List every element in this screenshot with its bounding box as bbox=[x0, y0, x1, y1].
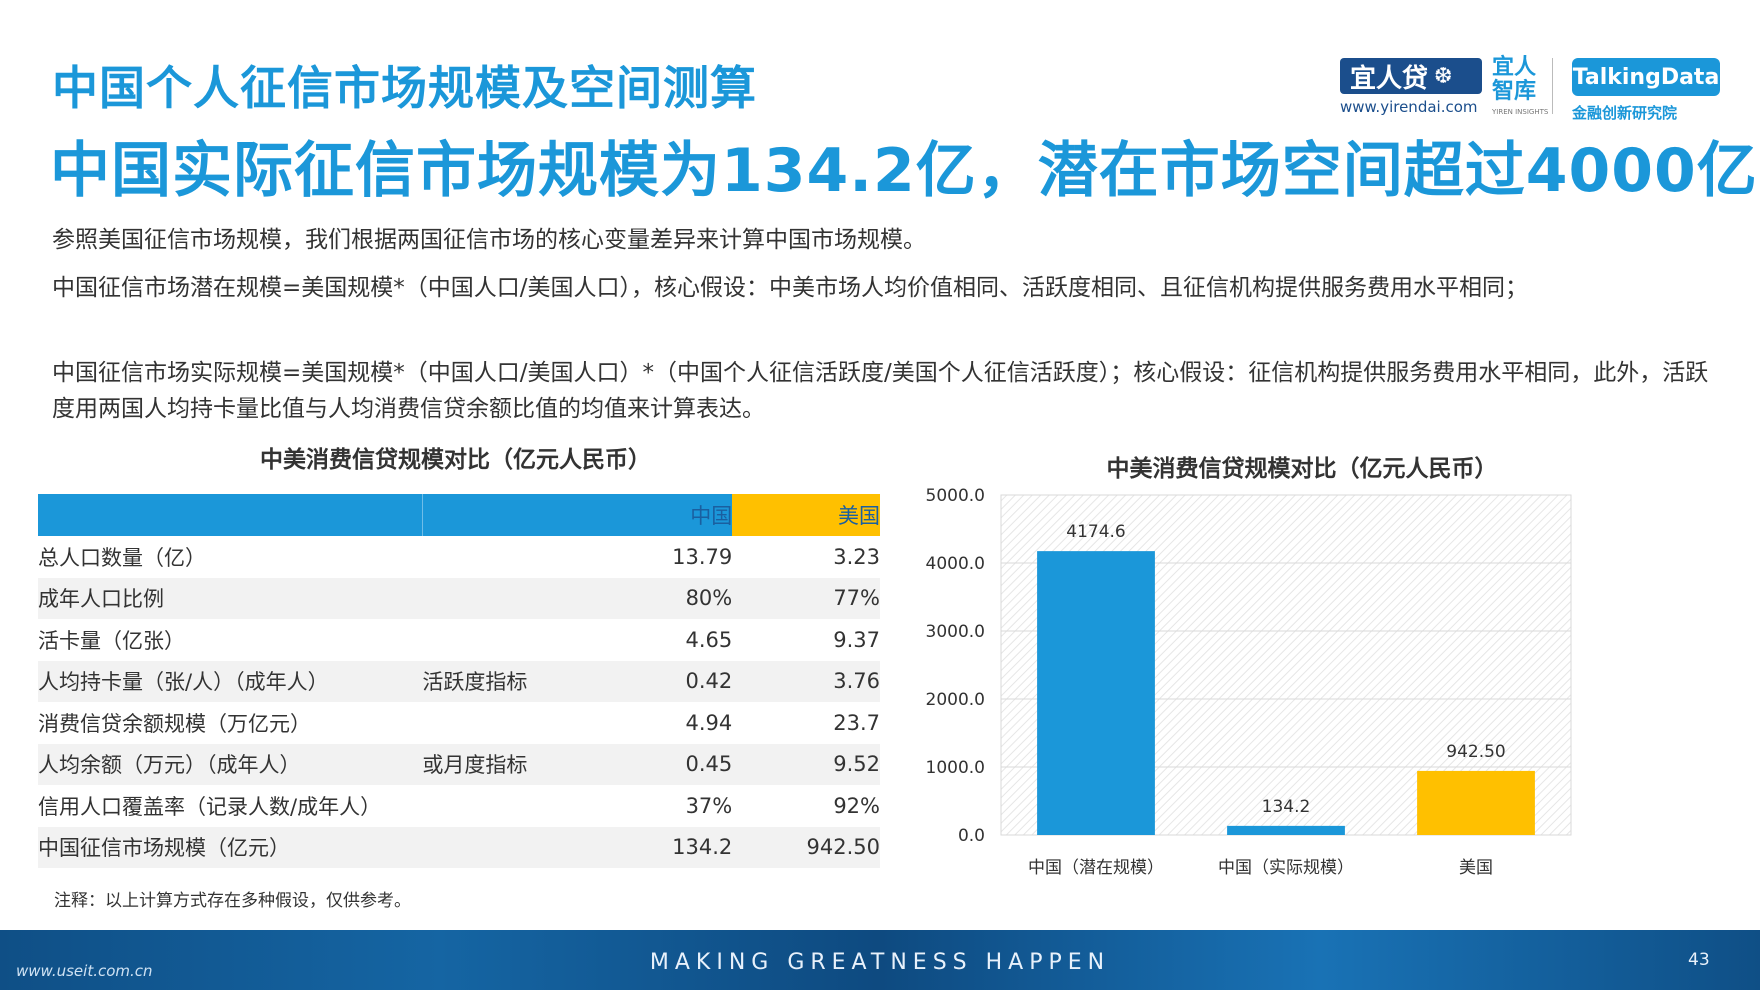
bar bbox=[1417, 770, 1535, 835]
y-tick-label: 4000.0 bbox=[926, 554, 985, 574]
table-title: 中美消费信贷规模对比（亿元人民币） bbox=[260, 447, 651, 473]
table-row: 中国征信市场规模（亿元） 134.2 942.50 bbox=[38, 826, 880, 868]
row-china-value: 80% bbox=[572, 577, 733, 619]
row-usa-value: 92% bbox=[833, 793, 880, 818]
page-headline: 中国实际征信市场规模为134.2亿，潜在市场空间超过4000亿 bbox=[50, 136, 1758, 206]
paragraph-2: 中国征信市场潜在规模=美国规模*（中国人口/美国人口），核心假设：中美市场人均价… bbox=[52, 275, 1529, 301]
row-china-value: 13.79 bbox=[672, 544, 733, 569]
talkingdata-logo: TalkingData bbox=[1572, 58, 1720, 96]
footer-slogan: MAKING GREATNESS HAPPEN bbox=[649, 950, 1111, 975]
row-label: 人均余额（万元）（成年人） bbox=[38, 743, 423, 785]
row-china-value: 0.45 bbox=[572, 743, 733, 785]
bar-data-label: 4174.6 bbox=[1066, 522, 1125, 542]
talkingdata-subtitle: 金融创新研究院 bbox=[1572, 104, 1678, 122]
bar bbox=[1227, 825, 1345, 835]
people-icon: ❆ bbox=[1434, 63, 1453, 89]
table-header-cell bbox=[421, 494, 573, 536]
x-axis-ticks: 中国（潜在规模） 中国（实际规模） 美国 bbox=[1028, 858, 1493, 878]
data-table: 中国 美国 总人口数量（亿） 13.79 3.23 成年人口比例 80% 77%… bbox=[38, 494, 880, 868]
yirendai-logo: 宜人贷 ❆ bbox=[1340, 58, 1482, 94]
y-axis-ticks: 0.0 1000.0 2000.0 3000.0 4000.0 5000.0 bbox=[926, 486, 985, 846]
bar bbox=[1037, 551, 1155, 835]
bar-data-label: 134.2 bbox=[1262, 797, 1311, 817]
row-china-value: 4.65 bbox=[685, 627, 733, 652]
row-label: 消费信贷余额规模（万亿元） bbox=[38, 711, 311, 736]
row-usa-value: 9.37 bbox=[833, 627, 880, 652]
table-row: 信用人口覆盖率（记录人数/成年人） 37% 92% bbox=[38, 785, 880, 827]
row-china-value: 134.2 bbox=[572, 826, 733, 868]
footer-band bbox=[0, 930, 1760, 990]
row-usa-value: 23.7 bbox=[833, 710, 880, 735]
row-usa-value: 942.50 bbox=[732, 826, 880, 868]
x-tick-label: 中国（潜在规模） bbox=[1028, 858, 1164, 878]
row-label: 人均持卡量（张/人）（成年人） bbox=[38, 660, 423, 702]
row-china-value: 4.94 bbox=[685, 710, 733, 735]
y-tick-label: 5000.0 bbox=[926, 486, 985, 506]
table-row: 人均余额（万元）（成年人） 或月度指标 0.45 9.52 bbox=[38, 743, 880, 785]
row-usa-value: 77% bbox=[732, 577, 880, 619]
page-number: 43 bbox=[1688, 950, 1710, 970]
row-usa-value: 3.23 bbox=[833, 544, 880, 569]
logo-divider bbox=[1552, 58, 1553, 114]
yirendai-logo-text: 宜人贷 bbox=[1350, 63, 1429, 94]
row-label: 信用人口覆盖率（记录人数/成年人） bbox=[38, 794, 382, 819]
row-tag bbox=[422, 619, 572, 661]
y-tick-label: 0.0 bbox=[958, 826, 985, 846]
row-tag: 或月度指标 bbox=[422, 743, 573, 785]
bar-data-label: 942.50 bbox=[1446, 742, 1505, 762]
row-china-value: 37% bbox=[685, 793, 733, 818]
row-label: 总人口数量（亿） bbox=[38, 545, 206, 570]
row-tag: 活跃度指标 bbox=[422, 660, 573, 702]
page-title: 中国个人征信市场规模及空间测算 bbox=[52, 61, 757, 115]
y-tick-label: 3000.0 bbox=[926, 622, 985, 642]
table-row: 成年人口比例 80% 77% bbox=[38, 577, 880, 619]
x-tick-label: 美国 bbox=[1459, 858, 1493, 878]
yiren-insights-en: YIREN INSIGHTS bbox=[1492, 108, 1549, 116]
row-label: 成年人口比例 bbox=[38, 577, 423, 619]
y-tick-label: 1000.0 bbox=[926, 758, 985, 778]
table-header-cell bbox=[38, 494, 423, 536]
row-china-value: 0.42 bbox=[572, 660, 733, 702]
x-tick-label: 中国（实际规模） bbox=[1218, 858, 1354, 878]
row-label: 中国征信市场规模（亿元） bbox=[38, 826, 423, 868]
row-tag bbox=[422, 577, 573, 619]
table-row: 人均持卡量（张/人）（成年人） 活跃度指标 0.42 3.76 bbox=[38, 660, 880, 702]
chart-title: 中美消费信贷规模对比（亿元人民币） bbox=[1107, 455, 1498, 482]
table-header-usa: 美国 bbox=[732, 494, 880, 536]
table-note: 注释：以上计算方式存在多种假设，仅供参考。 bbox=[54, 891, 411, 911]
table-row: 总人口数量（亿） 13.79 3.23 bbox=[38, 536, 880, 578]
row-usa-value: 3.76 bbox=[732, 660, 880, 702]
table-row: 活卡量（亿张） 4.65 9.37 bbox=[38, 619, 880, 661]
table-header-row: 中国 美国 bbox=[38, 494, 880, 536]
y-tick-label: 2000.0 bbox=[926, 690, 985, 710]
bar-series: 4174.6 134.2 942.50 bbox=[1037, 522, 1535, 835]
yirendai-url: www.yirendai.com bbox=[1340, 98, 1478, 116]
paragraph-3: 中国征信市场实际规模=美国规模*（中国人口/美国人口）*（中国个人征信活跃度/美… bbox=[52, 360, 1709, 422]
row-usa-value: 9.52 bbox=[732, 743, 880, 785]
paragraph-1: 参照美国征信市场规模，我们根据两国征信市场的核心变量差异来计算中国市场规模。 bbox=[52, 227, 926, 253]
watermark: www.useit.com.cn bbox=[16, 962, 153, 980]
table-row: 消费信贷余额规模（万亿元） 4.94 23.7 bbox=[38, 702, 880, 744]
row-tag bbox=[422, 785, 572, 827]
yiren-insights-logo: 宜人智库 bbox=[1492, 55, 1537, 104]
row-label: 活卡量（亿张） bbox=[38, 628, 185, 653]
bar-chart: 中美消费信贷规模对比（亿元人民币） 0.0 1000.0 2000.0 3000.0 4… bbox=[926, 455, 1572, 878]
table-header-china: 中国 bbox=[572, 494, 733, 536]
row-tag bbox=[422, 536, 572, 578]
row-tag bbox=[422, 826, 573, 868]
row-tag bbox=[422, 702, 572, 744]
